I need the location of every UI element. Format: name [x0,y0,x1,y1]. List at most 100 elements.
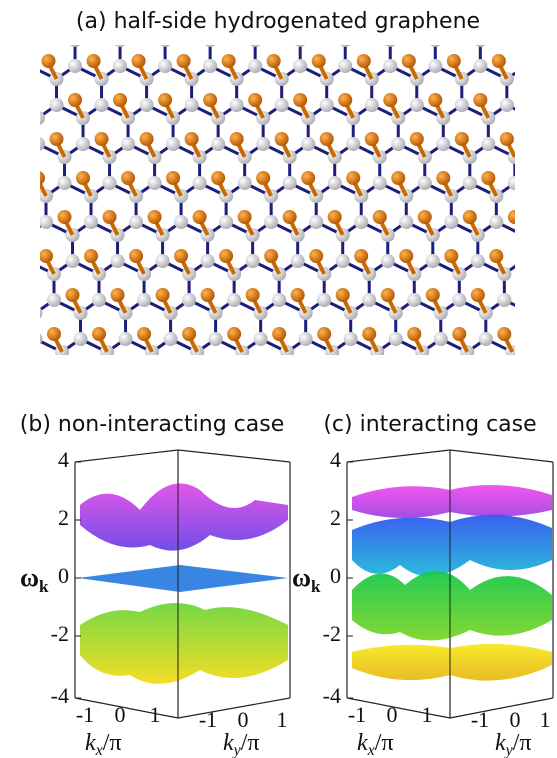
hydrogen-atom [264,249,278,263]
carbon-atom [518,59,532,73]
carbon-atom [487,384,501,398]
carbon-atom [23,59,37,73]
carbon-atom [177,0,191,8]
bond [531,339,557,352]
hydrogen-atom [174,249,188,263]
carbon-atom [389,332,403,346]
band-surface [78,565,288,592]
carbon-atom [28,306,42,320]
ch-bond [531,375,539,391]
bond [515,144,534,157]
carbon-atom [42,0,56,8]
hydrogen-atom [0,249,8,263]
hydrogen-atom [158,93,172,107]
ch-bond [30,102,38,118]
y-label-sub: k [311,577,321,596]
carbon-atom [473,59,487,73]
hydrogen-atom [373,210,387,224]
bond [287,378,314,391]
carbon-atom [362,293,376,307]
carbon-atom [399,215,413,229]
carbon-atom [452,293,466,307]
bond [89,378,108,391]
bond [17,339,36,352]
hydrogen-atom [320,132,334,146]
figure: (a) half-side hydrogenated graphene (b) … [0,0,557,758]
bond [480,27,499,40]
hydrogen-atom [87,54,101,68]
ch-bond [216,375,224,391]
ky-tick-label: 1 [277,707,288,732]
hydrogen-atom [553,210,557,224]
ch-bond [401,0,409,1]
carbon-atom [201,254,215,268]
band-surface [352,571,552,640]
band-surface [352,644,552,681]
carbon-atom [473,33,487,47]
ky-tick-label: -1 [199,707,217,732]
hydrogen-atom [185,132,199,146]
kx-tick-label: -1 [76,702,94,727]
carbon-atom [58,176,72,190]
bond [9,261,28,274]
carbon-atom [463,176,477,190]
hydrogen-atom [92,327,106,341]
carbon-atom [36,384,50,398]
carbon-atom [397,384,411,398]
hydrogen-atom [222,54,236,68]
carbon-atom [307,410,321,424]
carbon-atom [455,98,469,112]
hydrogen-atom [203,93,217,107]
carbon-atom [545,72,557,86]
carbon-atom [447,0,461,8]
hydrogen-atom [148,210,162,224]
hydrogen-atom [471,288,485,302]
carbon-atom [383,59,397,73]
carbon-atom [542,293,556,307]
box-edge [450,698,553,718]
hydrogen-atom [95,132,109,146]
ch-bond [533,180,541,196]
carbon-atom [354,215,368,229]
ch-bond [266,0,274,1]
hydrogen-atom [299,366,313,380]
carbon-atom [383,33,397,47]
carbon-atom [23,33,37,47]
carbon-atom [526,137,540,151]
bond [197,378,224,391]
bond [359,378,378,391]
hydrogen-atom [58,210,72,224]
ky-label-main: k [495,730,506,756]
carbon-atom [182,293,196,307]
hydrogen-atom [39,249,53,263]
hydrogen-atom [354,249,368,263]
bond [552,105,557,118]
bond [512,378,539,391]
carbon-atom [172,384,186,398]
carbon-atom [442,384,456,398]
ch-bond [446,0,454,1]
hydrogen-atom [283,210,297,224]
hydrogen-atom [66,288,80,302]
y-label-main: ω [292,563,311,592]
carbon-atom [415,371,429,385]
hydrogen-atom [510,15,524,29]
carbon-atom [248,59,262,73]
bond [544,27,557,40]
bond [539,378,557,391]
hydrogen-atom [47,327,61,341]
hydrogen-atom [357,54,371,68]
y-axis-label: ωk [20,563,49,596]
carbon-atom [428,33,442,47]
carbon-atom [12,176,26,190]
hydrogen-atom [301,171,315,185]
hydrogen-atom [164,366,178,380]
bond [499,27,526,40]
carbon-atom [113,59,127,73]
carbon-atom [542,267,556,281]
hydrogen-atom [410,132,424,146]
carbon-atom [158,33,172,47]
carbon-atom [301,137,315,151]
carbon-atom [526,111,540,125]
bond [0,300,9,313]
